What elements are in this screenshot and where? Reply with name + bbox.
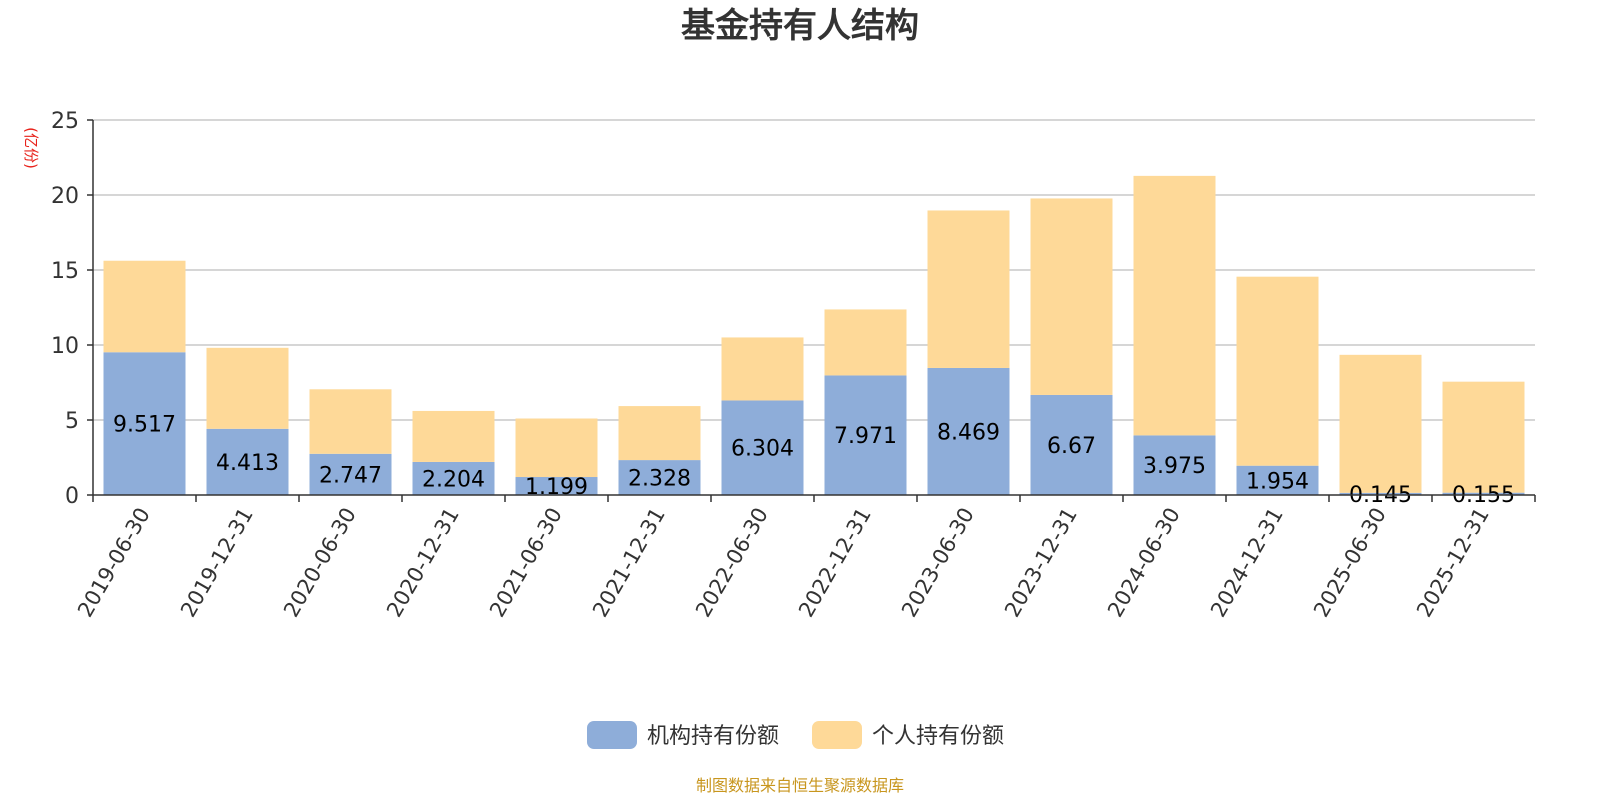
bar-individual	[618, 406, 701, 461]
data-label: 4.413	[216, 451, 279, 476]
x-tick-label: 2024-06-30	[1103, 504, 1185, 622]
x-tick-label: 2025-06-30	[1309, 504, 1391, 622]
bar-individual	[103, 260, 186, 353]
bar-individual	[1339, 354, 1422, 493]
legend-item-individual[interactable]: 个人持有份额	[812, 721, 1004, 749]
bar-institutional	[1133, 435, 1216, 495]
x-tick-label: 2020-12-31	[382, 504, 464, 622]
bar-institutional	[206, 428, 289, 495]
bar-individual	[206, 347, 289, 429]
y-tick-label: 5	[65, 409, 79, 434]
x-tick-label: 2019-12-31	[176, 504, 258, 622]
x-tick-label: 2021-12-31	[588, 504, 670, 622]
bar-individual	[824, 309, 907, 376]
data-label: 9.517	[113, 413, 176, 438]
x-tick-label: 2025-12-31	[1412, 504, 1494, 622]
y-tick-label: 25	[51, 109, 79, 134]
x-tick-label: 2020-06-30	[279, 504, 361, 622]
data-label: 6.67	[1047, 434, 1096, 459]
bar-institutional	[618, 460, 701, 495]
x-tick-label: 2022-12-31	[794, 504, 876, 622]
data-label: 6.304	[731, 437, 794, 462]
data-label: 2.328	[628, 467, 691, 492]
x-tick-label: 2023-06-30	[897, 504, 979, 622]
bar-individual	[515, 418, 598, 478]
y-axis-unit: (亿份)	[22, 127, 40, 169]
data-label: 2.747	[319, 463, 382, 488]
y-tick-label: 10	[51, 334, 79, 359]
x-tick-label: 2023-12-31	[1000, 504, 1082, 622]
y-tick-label: 20	[51, 184, 79, 209]
legend-swatch	[587, 721, 637, 749]
x-tick-label: 2024-12-31	[1206, 504, 1288, 622]
bar-institutional	[309, 453, 392, 495]
data-label: 2.204	[422, 467, 485, 492]
x-tick-label: 2021-06-30	[485, 504, 567, 622]
bar-individual	[309, 389, 392, 454]
legend[interactable]: 机构持有份额 个人持有份额	[587, 721, 1004, 749]
bar-individual	[1442, 381, 1525, 493]
bar-institutional	[1442, 492, 1525, 495]
bar-institutional	[515, 477, 598, 495]
data-label: 3.975	[1143, 454, 1206, 479]
y-tick-label: 15	[51, 259, 79, 284]
bar-institutional	[412, 461, 495, 495]
legend-item-institutional[interactable]: 机构持有份额	[587, 721, 779, 749]
bar-institutional	[927, 367, 1010, 495]
y-tick-label: 0	[65, 484, 79, 509]
bar-individual	[721, 337, 804, 401]
bar-individual	[1133, 175, 1216, 436]
data-label: 7.971	[834, 424, 897, 449]
legend-label: 机构持有份额	[647, 724, 779, 749]
bar-individual	[1236, 276, 1319, 466]
bar-individual	[1030, 198, 1113, 395]
data-label: 1.199	[525, 475, 588, 500]
bars-layer	[103, 175, 1525, 495]
legend-label: 个人持有份额	[872, 724, 1004, 749]
data-label: 1.954	[1246, 469, 1309, 494]
bar-institutional	[103, 352, 186, 495]
legend-swatch	[812, 721, 862, 749]
x-tick-label: 2022-06-30	[691, 504, 773, 622]
bar-institutional	[824, 375, 907, 495]
x-tick-label: 2019-06-30	[73, 504, 155, 622]
bar-institutional	[1236, 465, 1319, 495]
data-label: 8.469	[937, 420, 1000, 445]
bar-institutional	[1339, 492, 1422, 495]
bar-individual	[412, 410, 495, 462]
bar-individual	[927, 210, 1010, 368]
source-note: 制图数据来自恒生聚源数据库	[696, 776, 904, 795]
grid-layer	[93, 119, 1535, 421]
bar-institutional	[1030, 394, 1113, 495]
chart-title: 基金持有人结构	[681, 6, 919, 46]
bar-institutional	[721, 400, 804, 495]
